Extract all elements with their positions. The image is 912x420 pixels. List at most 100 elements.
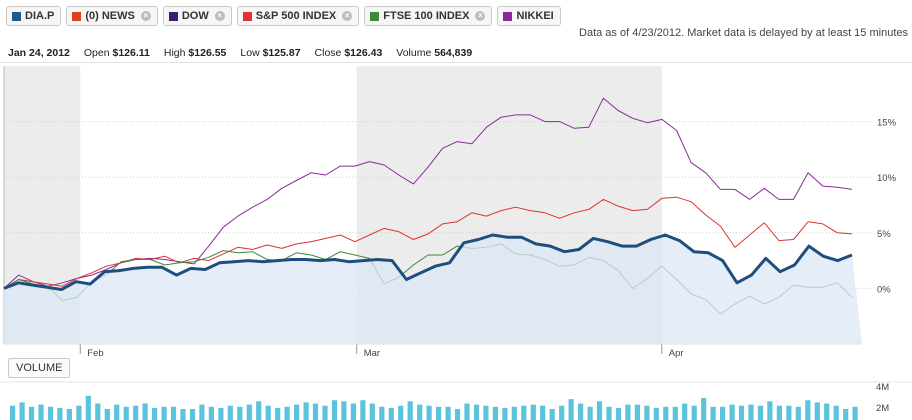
quote-info-bar: Jan 24, 2012 Open $126.11 High $126.55 L…: [8, 47, 472, 59]
volume-button[interactable]: VOLUME: [8, 358, 71, 378]
volume-bar: [341, 401, 347, 420]
legend-swatch: [503, 11, 513, 21]
legend-label: NIKKEI: [516, 10, 554, 22]
volume-bar: [436, 406, 442, 420]
quote-high: High $126.55: [163, 47, 227, 59]
legend-chip-s-p-500-index[interactable]: S&P 500 INDEX ×: [236, 6, 360, 26]
x-tick-label: Mar: [364, 348, 380, 359]
volume-bar: [76, 405, 82, 420]
y-tick-label: 0%: [877, 284, 891, 295]
volume-bar: [417, 404, 423, 420]
series-line-dia: [3, 233, 853, 291]
volume-bar: [369, 403, 375, 420]
volume-bar: [511, 406, 517, 420]
volume-bar: [208, 406, 214, 420]
volume-bar: [426, 405, 432, 420]
volume-bar: [142, 403, 148, 420]
volume-bar: [180, 409, 186, 420]
volume-bar: [852, 406, 858, 420]
volume-bar: [530, 404, 536, 420]
volume-bar: [152, 407, 158, 420]
remove-series-icon[interactable]: ×: [140, 11, 151, 21]
volume-bar: [786, 405, 792, 420]
volume-bar: [720, 406, 726, 420]
volume-bar: [833, 405, 839, 420]
volume-bar: [38, 404, 44, 420]
volume-bar: [625, 404, 631, 420]
legend-swatch: [72, 11, 82, 21]
volume-tick-label: 2M: [876, 403, 889, 414]
volume-bar: [757, 405, 764, 420]
volume-bar: [161, 406, 167, 420]
info-divider: [0, 62, 912, 63]
legend-swatch: [370, 11, 380, 21]
volume-bar: [549, 409, 555, 420]
volume-bar: [814, 402, 820, 420]
volume-bar: [691, 405, 697, 420]
remove-series-icon[interactable]: ×: [214, 11, 225, 21]
volume-bar: [483, 405, 489, 420]
volume-bar: [663, 406, 669, 420]
volume-bar: [284, 406, 290, 420]
volume-bar: [10, 405, 16, 420]
volume-bar: [303, 402, 309, 420]
legend-chip-nikkei[interactable]: NIKKEI: [497, 6, 561, 26]
volume-bar: [237, 406, 243, 420]
volume-bar: [57, 407, 63, 420]
quote-volume: Volume 564,839: [396, 47, 473, 59]
volume-bar: [729, 404, 735, 420]
volume-bar: [199, 404, 205, 420]
legend-chip-dia-p[interactable]: DIA.P: [6, 6, 62, 26]
volume-bar: [47, 406, 54, 420]
volume-bar: [66, 409, 72, 420]
volume-bar: [123, 406, 129, 420]
volume-bar: [682, 403, 688, 420]
legend-label: DOW: [181, 10, 209, 22]
quote-date: Jan 24, 2012: [8, 47, 70, 59]
quote-close: Close $126.43: [314, 47, 383, 59]
remove-series-icon[interactable]: ×: [342, 11, 353, 21]
legend-bar: DIA.P (0) NEWS × DOW × S&P 500 INDEX × FTSE 100…: [6, 6, 561, 26]
volume-bar: [492, 406, 498, 420]
volume-bar: [653, 407, 659, 420]
volume-bar: [227, 405, 233, 420]
volume-bar: [19, 402, 25, 420]
volume-bar: [350, 403, 356, 420]
quote-low: Low $125.87: [240, 47, 301, 59]
volume-bar: [331, 400, 338, 420]
x-tick-label: Feb: [87, 348, 103, 359]
volume-bar: [473, 404, 480, 420]
quote-open: Open $126.11: [83, 47, 150, 59]
volume-bar: [521, 405, 527, 420]
volume-bar: [824, 403, 830, 420]
volume-bar: [776, 405, 782, 420]
legend-chip-ftse-100-index[interactable]: FTSE 100 INDEX ×: [364, 6, 493, 26]
volume-bar: [738, 405, 745, 420]
volume-bar: [133, 405, 139, 420]
volume-bar: [85, 395, 91, 420]
data-delay-note: Data as of 4/23/2012. Market data is del…: [579, 27, 908, 39]
volume-bar: [170, 406, 177, 420]
volume-bar: [114, 404, 120, 420]
volume-bar: [606, 406, 612, 420]
legend-chip-0-news[interactable]: (0) NEWS ×: [66, 6, 158, 26]
volume-bar: [596, 401, 603, 420]
volume-bar: [445, 406, 451, 420]
volume-bar: [454, 409, 461, 420]
volume-bar: [701, 398, 707, 420]
remove-series-icon[interactable]: ×: [475, 11, 486, 21]
legend-swatch: [242, 11, 252, 21]
x-tick-label: Apr: [669, 348, 684, 359]
volume-bar: [672, 406, 678, 420]
volume-bar: [559, 405, 565, 420]
volume-bar: [246, 404, 252, 420]
y-tick-label: 5%: [877, 229, 891, 240]
volume-bar: [398, 405, 404, 420]
legend-chip-dow[interactable]: DOW ×: [162, 6, 232, 26]
volume-bar: [502, 407, 508, 420]
volume-bar: [275, 407, 281, 420]
volume-bar: [265, 405, 271, 420]
volume-bar: [795, 406, 801, 420]
volume-bar: [578, 403, 584, 420]
